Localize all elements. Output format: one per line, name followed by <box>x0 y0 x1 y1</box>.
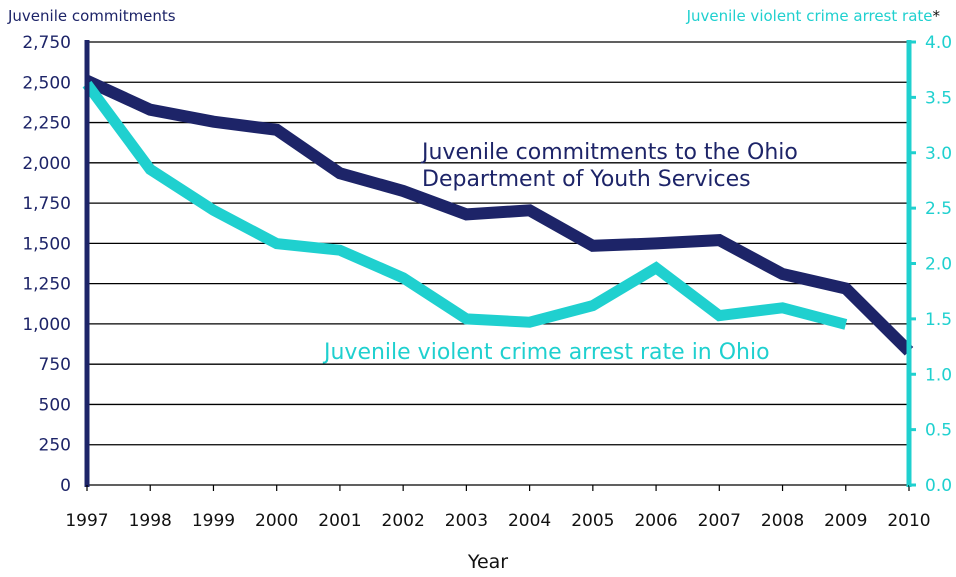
y-left-tick-label: 1,000 <box>22 315 71 335</box>
x-tick-label: 2004 <box>508 511 551 531</box>
y-left-tick-label: 250 <box>39 436 71 456</box>
y-right-tick-label: 1.0 <box>925 365 952 385</box>
x-tick-label: 2006 <box>634 511 677 531</box>
x-tick-label: 2005 <box>571 511 614 531</box>
y-right-tick-label: 2.5 <box>925 199 952 219</box>
x-tick-label: 2002 <box>382 511 425 531</box>
y-left-tick-label: 1,250 <box>22 275 71 295</box>
y-right-tick-label: 0.5 <box>925 421 952 441</box>
y-left-tick-label: 0 <box>60 476 71 496</box>
y-right-tick-label: 3.0 <box>925 144 952 164</box>
x-tick-label: 2010 <box>887 511 930 531</box>
y-left-tick-label: 2,000 <box>22 154 71 174</box>
x-tick-label: 1999 <box>192 511 235 531</box>
y-axis-right-label: Juvenile violent crime arrest rate* <box>686 7 941 25</box>
commitments-series-line <box>84 75 914 356</box>
x-tick-label: 1998 <box>129 511 172 531</box>
series-layer <box>82 75 914 356</box>
y-right-tick-label: 0.0 <box>925 476 952 496</box>
commitments-series-label: Juvenile commitments to the Ohio Departm… <box>420 140 805 192</box>
right-y-tick-labels: 0.0 0.5 1.0 1.5 2.0 2.5 3.0 3.5 4.0 <box>925 33 952 496</box>
x-tick-label: 2001 <box>318 511 361 531</box>
y-left-tick-label: 750 <box>39 355 71 375</box>
commitments-series-label-line2: Department of Youth Services <box>422 167 751 192</box>
x-tick-label: 2009 <box>824 511 867 531</box>
arrest-rate-series-label: Juvenile violent crime arrest rate in Oh… <box>322 340 770 365</box>
axes <box>84 40 916 491</box>
y-left-tick-label: 1,500 <box>22 234 71 254</box>
y-right-tick-label: 4.0 <box>925 33 952 53</box>
y-axis-right-label-text: Juvenile violent crime arrest rate <box>686 7 933 25</box>
y-left-tick-label: 2,500 <box>22 73 71 93</box>
y-right-tick-label: 2.0 <box>925 255 952 275</box>
x-tick-label: 2000 <box>255 511 298 531</box>
y-left-tick-label: 2,250 <box>22 114 71 134</box>
y-left-tick-label: 2,750 <box>22 33 71 53</box>
y-left-tick-label: 500 <box>39 395 71 415</box>
x-tick-labels: 1997 1998 1999 2000 2001 2002 2003 2004 2005 2006… <box>65 511 930 531</box>
x-axis-label: Year <box>467 551 508 573</box>
x-tick-label: 2007 <box>698 511 741 531</box>
y-left-tick-label: 1,750 <box>22 194 71 214</box>
y-right-tick-label: 3.5 <box>925 88 952 108</box>
x-tick-label: 2008 <box>761 511 804 531</box>
y-axis-right-label-asterisk: * <box>933 7 941 25</box>
gridlines <box>87 41 909 446</box>
y-axis-left-label: Juvenile commitments <box>7 7 176 25</box>
commitments-series-label-line1: Juvenile commitments to the Ohio <box>420 140 798 165</box>
left-y-tick-labels: 0 250 500 750 1,000 1,250 1,500 1,750 2,000 2,250… <box>22 33 71 496</box>
x-tick-label: 2003 <box>445 511 488 531</box>
x-tick-label: 1997 <box>65 511 108 531</box>
arrest-rate-series-line <box>82 80 848 330</box>
y-right-tick-label: 1.5 <box>925 310 952 330</box>
